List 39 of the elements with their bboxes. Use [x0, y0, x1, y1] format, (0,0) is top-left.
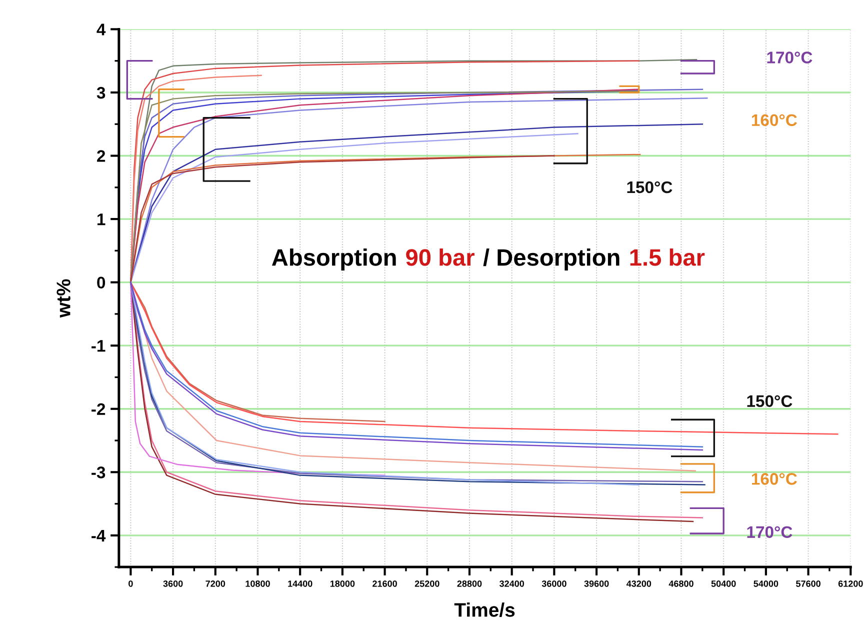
y-tick-label: 4: [96, 24, 106, 36]
x-tick-label: 7200: [206, 580, 226, 587]
x-axis-title: Time/s: [454, 602, 515, 618]
x-tick-label: 43200: [626, 580, 652, 587]
x-tick-label: 46800: [668, 580, 694, 587]
y-tick-label: -3: [92, 466, 106, 478]
x-tick-label: 50400: [711, 580, 736, 587]
x-tick-label: 14400: [288, 580, 312, 587]
y-tick-label: 3: [96, 86, 106, 99]
x-tick-label: 54000: [754, 580, 778, 587]
annotation: Absorption: [272, 248, 396, 271]
x-tick-label: 3600: [163, 580, 183, 587]
x-tick-label: 18000: [330, 580, 355, 587]
annotation: 150°C: [627, 181, 672, 194]
y-tick-label: 0: [97, 276, 106, 289]
x-tick-label: 36000: [542, 580, 566, 587]
y-tick-label: -1: [92, 340, 106, 352]
x-tick-label: 61200: [838, 580, 863, 587]
annotation: 1.5 bar: [630, 248, 705, 266]
y-tick-label: -4: [92, 530, 106, 542]
x-tick-label: 28800: [457, 580, 482, 587]
annotation: / Desorption: [483, 248, 620, 271]
annotation: 160°C: [752, 473, 797, 485]
y-tick-label: 1: [98, 214, 106, 226]
annotation: 170°C: [747, 526, 792, 538]
annotation: 90 bar: [406, 248, 474, 266]
x-tick-label: 57600: [796, 580, 820, 587]
x-tick-label: 10800: [246, 580, 270, 587]
annotation: 170°C: [767, 52, 812, 64]
y-axis-title: wt%: [56, 279, 70, 318]
x-tick-label: 25200: [414, 580, 440, 587]
x-tick-label: 0: [128, 580, 133, 587]
x-tick-label: 39600: [584, 580, 609, 587]
x-tick-label: 32400: [499, 580, 524, 587]
y-tick-label: 2: [97, 150, 106, 162]
annotation: 150°C: [747, 395, 792, 408]
annotation: 160°C: [752, 114, 797, 126]
y-tick-label: -2: [92, 403, 106, 415]
x-tick-label: 21600: [372, 580, 397, 587]
